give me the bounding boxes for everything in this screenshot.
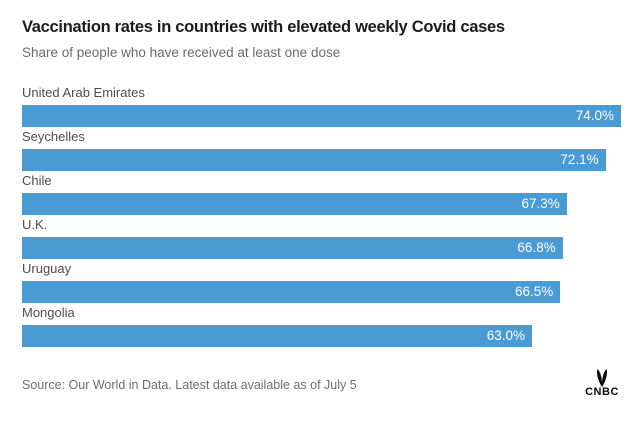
chart-subtitle: Share of people who have received at lea… bbox=[22, 45, 341, 60]
bar-value-label: 67.3% bbox=[521, 196, 560, 211]
bar-value-label: 72.1% bbox=[560, 152, 599, 167]
country-label: United Arab Emirates bbox=[22, 85, 145, 100]
bar: 66.8% bbox=[22, 237, 563, 259]
bar: 74.0% bbox=[22, 105, 621, 127]
country-label: U.K. bbox=[22, 217, 48, 232]
bar-row: Chile 67.3% bbox=[22, 173, 621, 215]
bar-row: U.K. 66.8% bbox=[22, 217, 621, 259]
bar-value-label: 74.0% bbox=[575, 108, 614, 123]
country-label: Uruguay bbox=[22, 261, 72, 276]
cnbc-logo: CNBC bbox=[585, 365, 619, 398]
bar-value-label: 66.5% bbox=[514, 284, 554, 299]
country-label: Mongolia bbox=[22, 305, 75, 320]
chart-title: Vaccination rates in countries with elev… bbox=[22, 18, 505, 36]
bar-row: Seychelles 72.1% bbox=[22, 129, 621, 171]
country-label: Chile bbox=[22, 173, 52, 188]
bar-chart: United Arab Emirates 74.0% Seychelles 72… bbox=[22, 85, 621, 347]
source-note: Source: Our World in Data. Latest data a… bbox=[22, 378, 357, 392]
peacock-icon bbox=[585, 365, 619, 389]
country-label: Seychelles bbox=[22, 129, 85, 144]
bar-row: Mongolia 63.0% bbox=[22, 305, 621, 347]
cnbc-wordmark: CNBC bbox=[585, 386, 619, 398]
bar-row: Uruguay 66.5% bbox=[22, 261, 621, 303]
bar-row: United Arab Emirates 74.0% bbox=[22, 85, 621, 127]
bar-value-label: 66.8% bbox=[517, 240, 556, 255]
bar: 67.3% bbox=[22, 193, 567, 215]
bar-value-label: 63.0% bbox=[486, 328, 525, 343]
bar: 72.1% bbox=[22, 149, 606, 171]
bar: 66.5% bbox=[22, 281, 561, 303]
bar: 63.0% bbox=[22, 325, 532, 347]
chart-footer: Source: Our World in Data. Latest data a… bbox=[22, 369, 621, 398]
